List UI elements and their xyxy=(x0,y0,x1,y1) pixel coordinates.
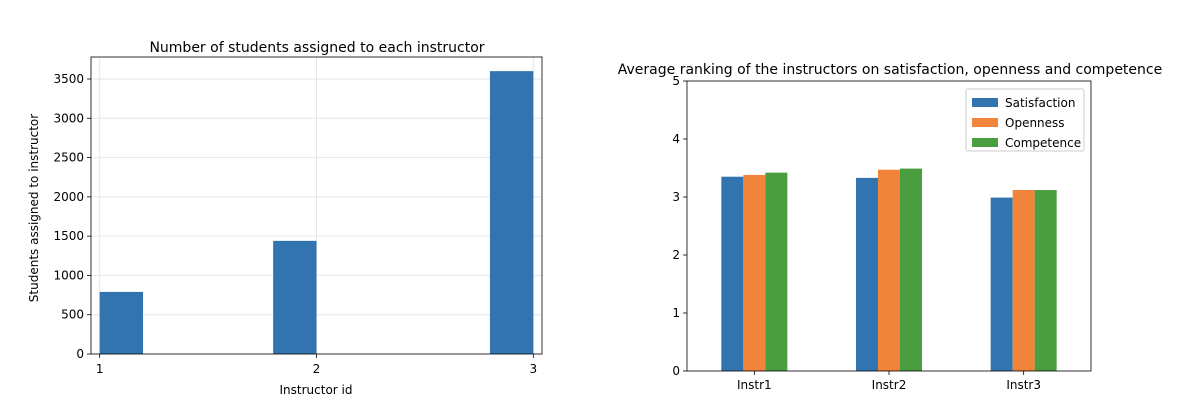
chart2-title: Average ranking of the instructors on sa… xyxy=(618,62,1162,78)
chart2-ytick-label: 2 xyxy=(672,248,680,262)
chart2-legend: Satisfaction Openness Competence xyxy=(965,88,1085,152)
chart2-xtick-label: Instr3 xyxy=(1006,378,1041,392)
chart1-xlabel: Instructor id xyxy=(280,383,353,397)
chart1-xtick-label: 3 xyxy=(530,362,538,376)
chart1-bar xyxy=(99,291,144,354)
chart1-ytick-label: 2500 xyxy=(53,151,84,165)
chart1-ticks: 0 500 1000 1500 2000 2500 3000 3500 1 2 3 xyxy=(53,72,537,376)
chart1-bar xyxy=(273,240,317,354)
chart2-bar xyxy=(765,172,788,371)
chart2-bar xyxy=(900,168,922,371)
chart2-bar xyxy=(878,169,900,371)
chart2-bar xyxy=(743,174,766,371)
chart2-bar xyxy=(1034,190,1057,371)
chart2-legend-label: Competence xyxy=(1005,136,1081,150)
chart2-ytick-label: 0 xyxy=(672,364,680,378)
chart1-ytick-label: 500 xyxy=(61,308,84,322)
chart1-ytick-label: 1500 xyxy=(53,229,84,243)
chart1-bars xyxy=(99,71,534,355)
chart1-ytick-label: 3000 xyxy=(53,111,84,125)
chart1-ytick-label: 0 xyxy=(76,347,84,361)
chart2-legend-swatch xyxy=(972,138,998,147)
chart2-bars xyxy=(721,168,1057,371)
chart1-ylabel: Students assigned to instructor xyxy=(27,114,41,302)
chart2-ytick-label: 5 xyxy=(672,74,680,88)
chart2-legend-label: Openness xyxy=(1005,116,1065,130)
chart2-xtick-label: Instr1 xyxy=(737,378,772,392)
chart1-bar xyxy=(489,71,534,355)
chart1-title: Number of students assigned to each inst… xyxy=(149,40,484,56)
chart2-bar xyxy=(1012,190,1035,371)
chart2-legend-swatch xyxy=(972,98,998,107)
chart2-ytick-label: 3 xyxy=(672,190,680,204)
chart1-ytick-label: 1000 xyxy=(53,268,84,282)
chart2-legend-label: Satisfaction xyxy=(1005,96,1075,110)
chart2-xtick-label: Instr2 xyxy=(872,378,907,392)
chart1-xtick-label: 1 xyxy=(96,362,104,376)
chart1-ytick-label: 3500 xyxy=(53,72,84,86)
chart2-ticks: Instr1 Instr2 Instr3 0 1 2 3 4 5 xyxy=(672,74,1041,392)
chart2-legend-swatch xyxy=(972,118,998,127)
chart2-bar xyxy=(721,176,744,371)
chart1-ytick-label: 2000 xyxy=(53,190,84,204)
chart2-ytick-label: 1 xyxy=(672,306,680,320)
chart1-xtick-label: 2 xyxy=(313,362,321,376)
chart2-bar xyxy=(856,177,878,371)
chart2-bar xyxy=(990,197,1013,371)
chart2-ytick-label: 4 xyxy=(672,132,680,146)
